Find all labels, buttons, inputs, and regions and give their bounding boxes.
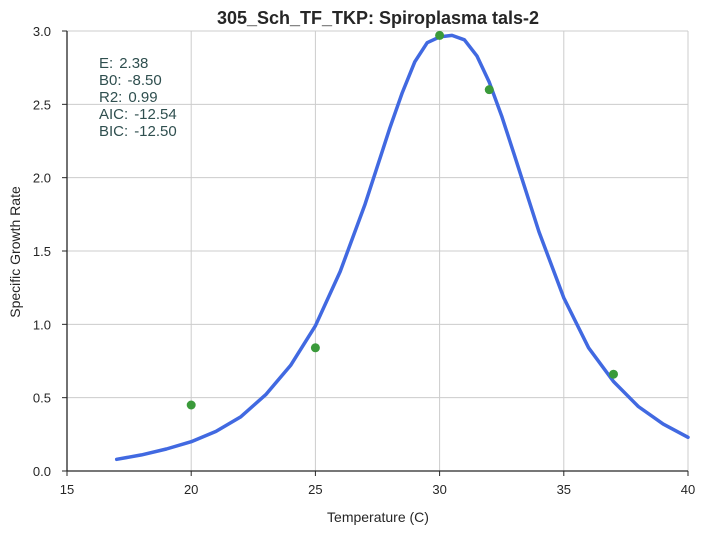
y-axis-label: Specific Growth Rate bbox=[7, 186, 23, 318]
y-tick-label: 1.0 bbox=[33, 317, 51, 332]
x-tick-label: 20 bbox=[184, 482, 198, 497]
stat-value: -12.50 bbox=[134, 123, 177, 140]
y-tick-label: 2.5 bbox=[33, 97, 51, 112]
stat-value: -12.54 bbox=[134, 106, 177, 123]
x-tick-label: 40 bbox=[681, 482, 695, 497]
chart-title: 305_Sch_TF_TKP: Spiroplasma tals-2 bbox=[217, 8, 539, 28]
y-tick-label: 1.5 bbox=[33, 244, 51, 259]
x-tick-label: 30 bbox=[432, 482, 446, 497]
y-tick-label: 2.0 bbox=[33, 171, 51, 186]
data-point bbox=[186, 400, 196, 410]
stat-value: 0.99 bbox=[128, 89, 157, 106]
grid bbox=[66, 30, 689, 472]
stat-label: AIC: bbox=[99, 106, 128, 123]
y-tick-label: 3.0 bbox=[33, 24, 51, 39]
data-point bbox=[435, 30, 445, 40]
y-tick-label: 0.5 bbox=[33, 391, 51, 406]
stat-line: E: 2.38 bbox=[99, 55, 148, 72]
stat-line: AIC: -12.54 bbox=[99, 106, 177, 123]
x-tick-label: 25 bbox=[308, 482, 322, 497]
y-tick-label: 0.0 bbox=[33, 464, 51, 479]
stat-label: R2: bbox=[99, 89, 122, 106]
stat-value: 2.38 bbox=[119, 55, 148, 72]
series bbox=[114, 30, 690, 462]
data-point bbox=[484, 85, 494, 95]
fitted-curve bbox=[114, 33, 690, 462]
tick-labels: 15 20 25 30 35 40 0.0 0.5 1.0 1.5 2.0 2.5 3.0 bbox=[33, 24, 695, 497]
data-point bbox=[310, 343, 320, 353]
stat-value: -8.50 bbox=[128, 72, 162, 89]
stat-line: BIC: -12.50 bbox=[99, 123, 177, 140]
stat-line: R2: 0.99 bbox=[99, 89, 158, 106]
stat-label: B0: bbox=[99, 72, 122, 89]
x-tick-label: 15 bbox=[60, 482, 74, 497]
axes bbox=[62, 30, 689, 476]
stat-line: B0: -8.50 bbox=[99, 72, 162, 89]
x-tick-label: 35 bbox=[557, 482, 571, 497]
stat-label: E: bbox=[99, 55, 113, 72]
stat-label: BIC: bbox=[99, 123, 128, 140]
x-axis-label: Temperature (C) bbox=[327, 509, 429, 525]
data-point bbox=[608, 369, 618, 379]
